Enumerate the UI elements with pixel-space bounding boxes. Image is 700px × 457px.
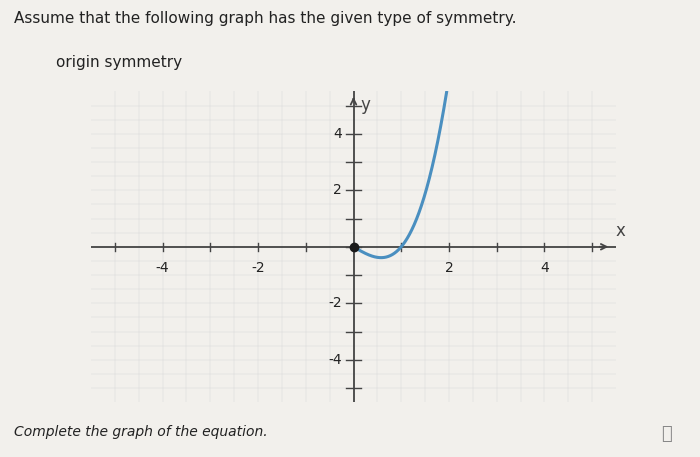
Text: 4: 4 [540,261,549,275]
Text: -2: -2 [251,261,265,275]
Text: -2: -2 [328,296,342,310]
Text: Assume that the following graph has the given type of symmetry.: Assume that the following graph has the … [14,11,517,27]
Text: ⓘ: ⓘ [662,425,672,443]
Text: 2: 2 [444,261,454,275]
Text: x: x [616,222,626,240]
Text: Complete the graph of the equation.: Complete the graph of the equation. [14,425,267,439]
Text: origin symmetry: origin symmetry [56,55,182,70]
Text: 4: 4 [332,127,342,141]
Text: -4: -4 [328,353,342,367]
Text: -4: -4 [156,261,169,275]
Text: 2: 2 [332,183,342,197]
Text: y: y [360,96,370,114]
